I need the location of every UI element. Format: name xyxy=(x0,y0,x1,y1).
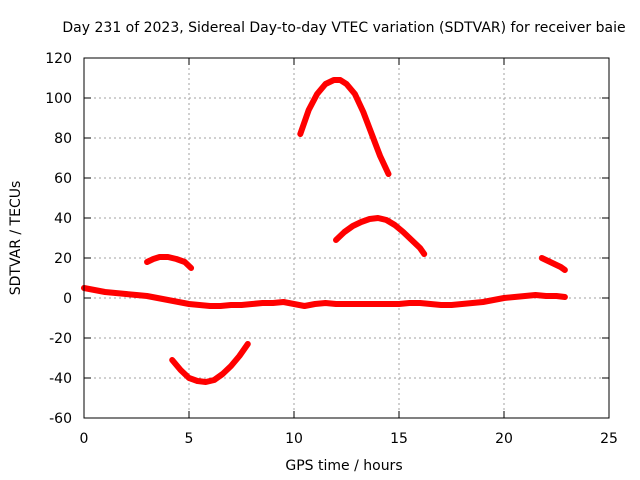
y-tick-label: 80 xyxy=(54,131,72,147)
series-arc-19h xyxy=(144,254,195,271)
y-tick-label: 0 xyxy=(63,291,72,307)
y-axis-label: SDTVAR / TECUs xyxy=(8,181,24,296)
y-tick-label: -40 xyxy=(49,371,72,387)
y-tick-label: 60 xyxy=(54,171,72,187)
y-tick-label: 40 xyxy=(54,211,72,227)
series-baseline xyxy=(81,285,568,309)
x-tick-label: 5 xyxy=(185,431,194,447)
grid xyxy=(84,58,609,418)
x-tick-label: 25 xyxy=(600,431,618,447)
series-arc-peak xyxy=(297,77,392,177)
x-tick-label: 15 xyxy=(390,431,408,447)
ticks: -60 -40 -20 0 20 40 60 80 100 120 0 5 10 15 20 25 xyxy=(45,51,618,447)
y-tick-label: -20 xyxy=(49,331,72,347)
chart-title: Day 231 of 2023, Sidereal Day-to-day VTE… xyxy=(62,20,625,36)
series-arc-late xyxy=(538,255,568,273)
series-arc-neg xyxy=(169,341,251,385)
y-tick-label: 100 xyxy=(45,91,72,107)
x-tick-label: 20 xyxy=(495,431,513,447)
x-tick-label: 0 xyxy=(80,431,89,447)
y-tick-label: 120 xyxy=(45,51,72,67)
y-tick-label: -60 xyxy=(49,411,72,427)
x-axis-label: GPS time / hours xyxy=(285,458,402,474)
series-layer xyxy=(81,77,568,385)
x-tick-label: 10 xyxy=(285,431,303,447)
series-arc-40 xyxy=(333,215,428,257)
y-tick-label: 20 xyxy=(54,251,72,267)
plot-frame xyxy=(83,57,610,419)
